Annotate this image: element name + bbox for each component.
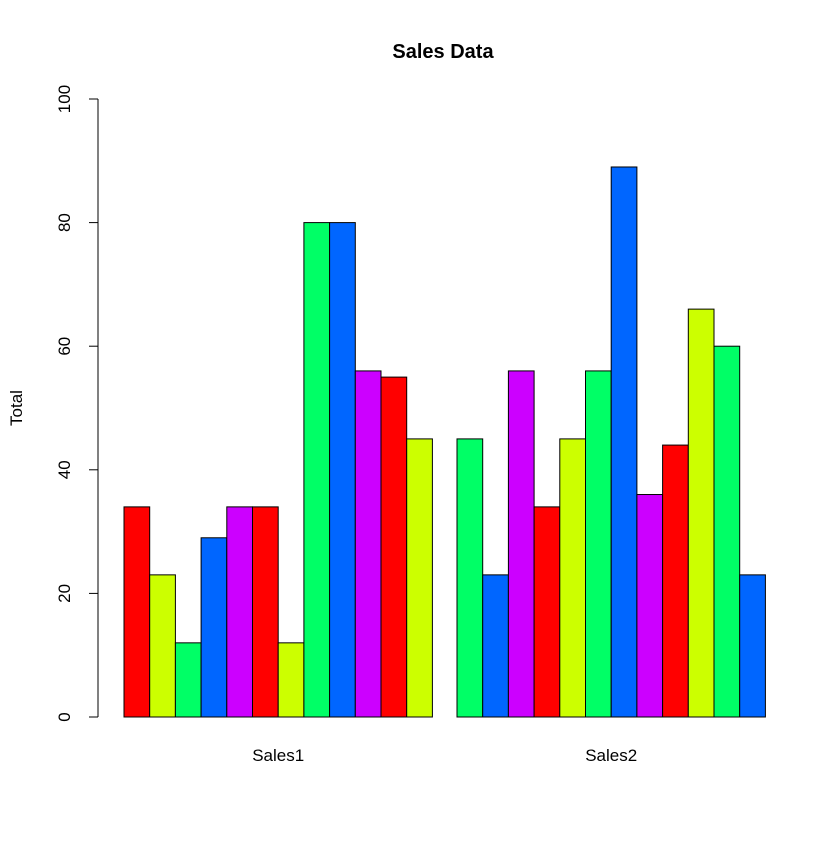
bar-sales2-1 [456, 438, 484, 718]
bar-sales2-11 [713, 345, 741, 718]
bar-sales2-6 [585, 370, 612, 718]
bar-sales1-6 [252, 506, 279, 718]
bar-sales1-5 [226, 506, 254, 718]
bar-sales1-3 [174, 642, 202, 718]
bar-sales1-4 [200, 537, 228, 718]
x-category-label: Sales2 [585, 746, 637, 765]
chart-title: Sales Data [392, 41, 494, 63]
bars-layer [123, 166, 766, 718]
bar-sales2-3 [507, 370, 535, 718]
bar-sales1-7 [277, 642, 305, 718]
y-tick-label: 100 [55, 85, 74, 113]
bar-sales2-4 [533, 506, 561, 718]
bar-sales2-5 [559, 438, 586, 718]
y-tick-label: 40 [55, 460, 74, 479]
y-tick-label: 20 [55, 584, 74, 603]
bar-sales2-2 [482, 574, 509, 718]
y-axis-label: Total [7, 390, 26, 426]
y-tick-label: 60 [55, 337, 74, 356]
bar-sales1-12 [406, 438, 433, 718]
y-tick-label: 80 [55, 213, 74, 232]
bar-sales2-9 [662, 444, 689, 718]
bar-sales2-8 [636, 494, 664, 718]
bar-sales1-1 [123, 506, 151, 718]
bar-sales1-2 [149, 574, 176, 718]
bar-sales1-10 [354, 370, 382, 718]
bar-sales1-9 [329, 222, 356, 718]
bar-sales2-12 [739, 574, 766, 718]
bar-sales1-11 [380, 376, 408, 718]
y-tick-label: 0 [55, 712, 74, 721]
y-axis-ticks: 0 20 40 60 80 100 [55, 85, 98, 722]
x-category-label: Sales1 [252, 746, 304, 765]
bar-sales1-8 [303, 222, 331, 718]
bar-sales2-7 [610, 166, 638, 718]
group-labels-layer: Sales1 Sales2 [252, 746, 637, 765]
bar-sales2-10 [687, 308, 715, 718]
